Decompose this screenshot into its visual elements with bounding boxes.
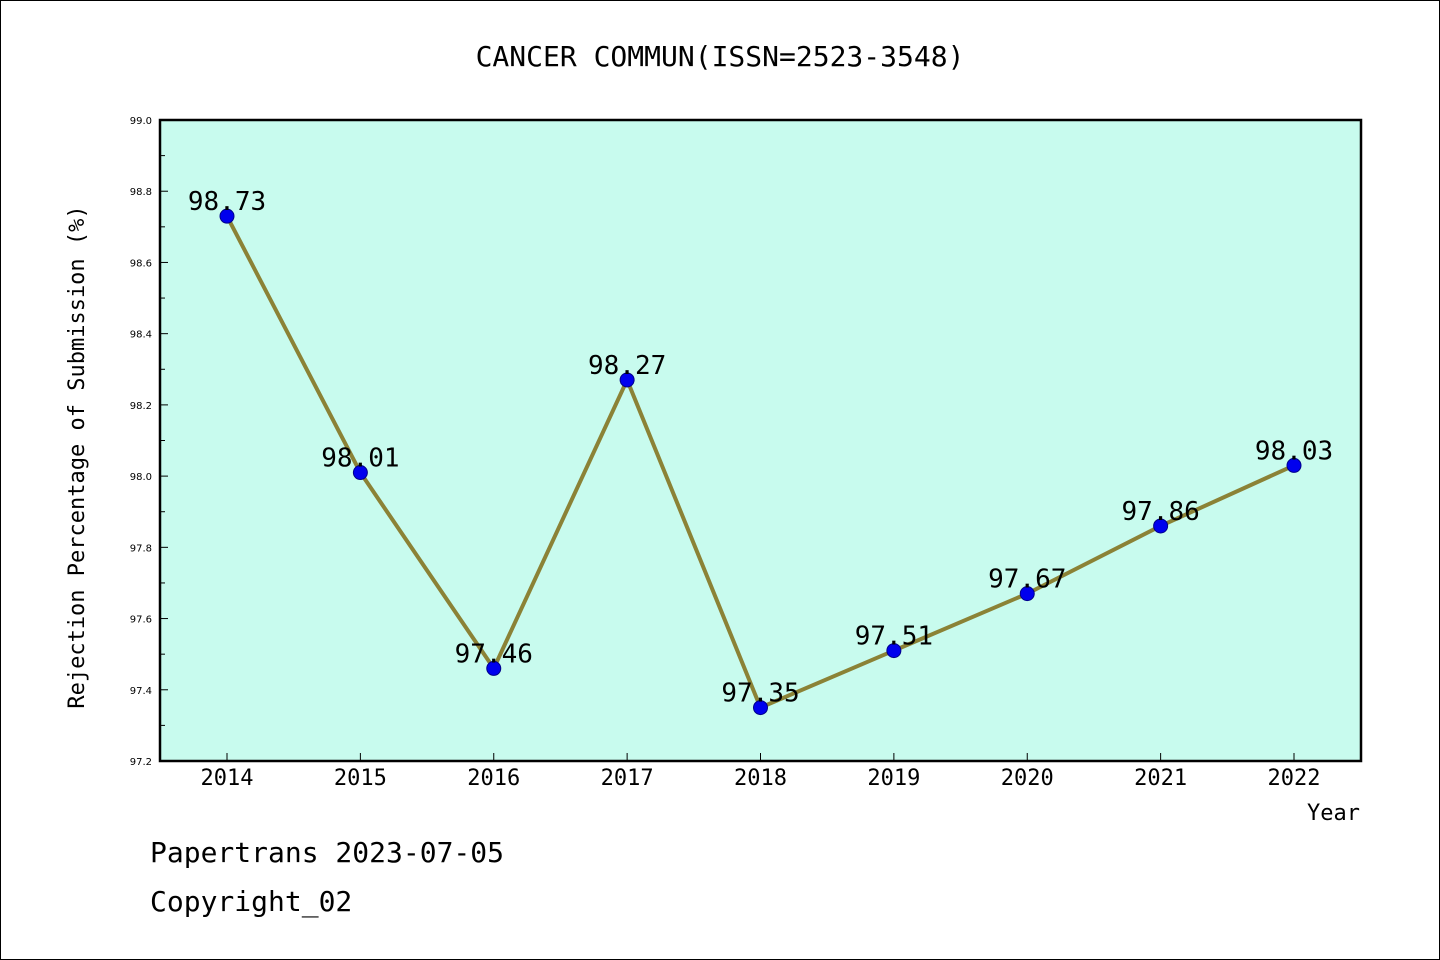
- y-axis-title: Rejection Percentage of Submission (%): [65, 205, 90, 708]
- data-label: 97.35: [721, 679, 799, 709]
- data-point-marker: [352, 465, 368, 481]
- chart-title: CANCER COMMUN(ISSN=2523-3548): [476, 40, 965, 73]
- data-point-marker: [1153, 518, 1169, 534]
- data-point-marker: [1286, 457, 1302, 473]
- x-axis-title: Year: [1307, 801, 1360, 826]
- x-tick-label: 2017: [601, 766, 654, 791]
- data-point-marker: [219, 208, 235, 224]
- footer-date-line: Papertrans 2023-07-05: [150, 836, 505, 869]
- x-tick-label: 2014: [201, 766, 254, 791]
- data-series: [219, 208, 1302, 716]
- data-point-marker: [753, 700, 768, 716]
- y-tick-label: 97.6: [130, 615, 152, 626]
- y-tick-label: 98.4: [130, 330, 152, 341]
- x-tick-label: 2021: [1134, 766, 1187, 791]
- x-tick-label: 2019: [867, 766, 920, 791]
- data-label: 98.73: [188, 187, 266, 217]
- y-tick-label: 98.2: [130, 401, 152, 412]
- data-label: 98.03: [1255, 436, 1333, 466]
- y-tick-label: 98.0: [130, 472, 152, 483]
- y-tick-label: 98.6: [130, 258, 152, 269]
- data-label: 97.67: [988, 565, 1066, 595]
- x-axis: 2014 2015 2016 2017 2018 2019 2020 2021 2022: [201, 753, 1321, 791]
- y-tick-label: 98.8: [130, 187, 152, 198]
- data-point-marker: [1019, 586, 1035, 602]
- data-labels: 98.73 98.01 97.46 98.27 97.35 97.51 97.67 97.86…: [188, 187, 1333, 708]
- x-tick-label: 2016: [467, 766, 520, 791]
- data-label: 97.86: [1121, 497, 1199, 527]
- y-tick-label: 97.2: [130, 757, 152, 768]
- plot-area: [158, 118, 1363, 763]
- footer-copyright-line: Copyright_02: [150, 885, 353, 918]
- y-tick-label: 97.4: [130, 686, 152, 697]
- data-point-marker: [886, 643, 902, 659]
- data-point-marker: [486, 660, 502, 676]
- x-tick-label: 2015: [334, 766, 387, 791]
- x-tick-label: 2022: [1268, 766, 1321, 791]
- data-label: 98.27: [588, 351, 666, 381]
- data-label: 97.51: [855, 622, 933, 652]
- x-tick-label: 2020: [1001, 766, 1054, 791]
- x-tick-label: 2018: [734, 766, 787, 791]
- y-axis: 97.2 97.4 97.6 97.8 98.0 98.2 98.4 98.6 98.8 99.0: [130, 116, 168, 768]
- data-point-marker: [619, 372, 635, 388]
- data-label: 98.01: [321, 444, 399, 474]
- y-tick-label: 97.8: [130, 543, 152, 554]
- data-label: 97.46: [455, 639, 533, 669]
- y-tick-label: 99.0: [130, 116, 152, 127]
